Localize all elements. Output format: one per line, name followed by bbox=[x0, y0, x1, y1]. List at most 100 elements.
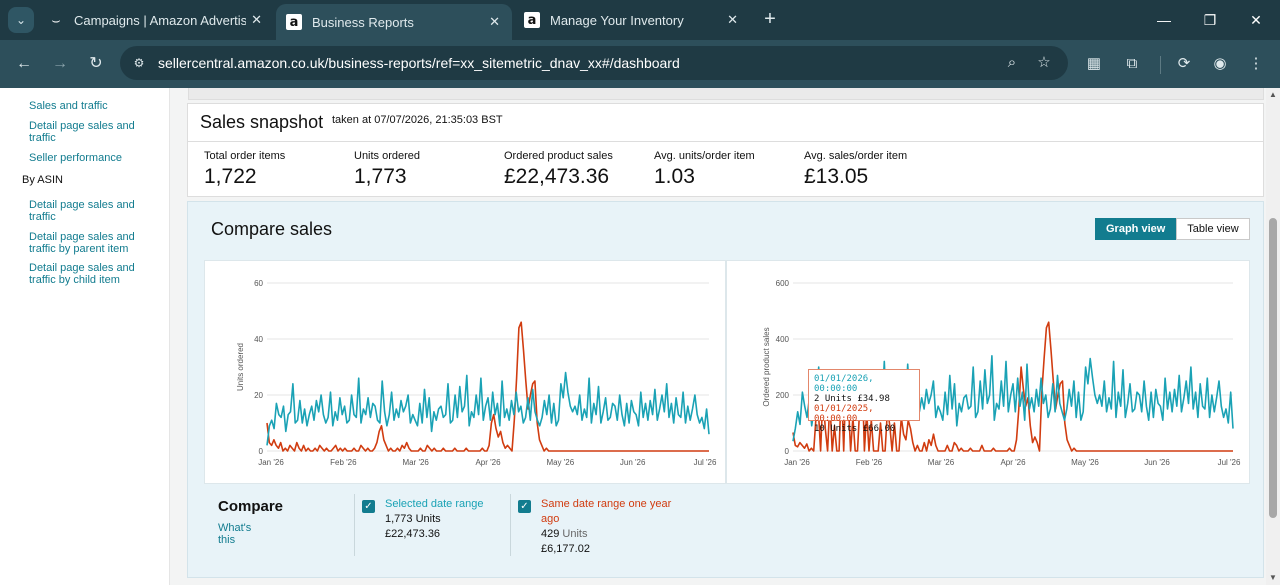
sidebar-link-asin-detail[interactable]: Detail page sales and traffic bbox=[29, 199, 135, 223]
previous-range-checkbox[interactable]: ✓ bbox=[518, 500, 531, 513]
compare-sales-card: Compare sales Graph view Table view 0 20 4… bbox=[187, 201, 1264, 578]
qr-code-icon[interactable]: ▦ bbox=[1086, 55, 1102, 72]
x-tick-label: May '26 bbox=[1071, 458, 1099, 467]
page-content: Sales and traffic Detail page sales and … bbox=[0, 88, 1280, 585]
bookmark-star-icon[interactable]: ☆ bbox=[1037, 54, 1051, 71]
snapshot-header: Sales snapshot taken at 07/07/2026, 21:3… bbox=[188, 104, 1263, 142]
browser-toolbar: ← → ↻ ⚙ sellercentral.amazon.co.uk/busin… bbox=[0, 40, 1280, 88]
back-icon[interactable]: ← bbox=[16, 55, 32, 72]
metric-value: 1,722 bbox=[204, 165, 257, 188]
legend-units-value: 429 bbox=[541, 528, 560, 540]
legend-units: 1,773 Units bbox=[385, 513, 441, 525]
x-tick-label: Jan '26 bbox=[258, 458, 284, 467]
sales-chart: 0 200 400 600 Ordered product sales Jan '26 Fe… bbox=[726, 260, 1250, 484]
metric-value: £22,473.36 bbox=[504, 165, 610, 188]
units-chart: 0 20 40 60 Units ordered Jan '26 Feb '26 Mar '2… bbox=[204, 260, 726, 484]
legend-units-word: Units bbox=[562, 528, 588, 540]
tooltip-line: 01/01/2026, 00:00:00 bbox=[814, 374, 874, 394]
metric-ordered-product-sales: Ordered product sales £22,473.36 bbox=[504, 150, 613, 189]
selected-range-checkbox[interactable]: ✓ bbox=[362, 500, 375, 513]
metric-label: Total order items bbox=[204, 150, 286, 162]
tab-manage-inventory[interactable]: a Manage Your Inventory ✕ bbox=[514, 0, 750, 40]
x-tick-label: Jul '26 bbox=[694, 458, 717, 467]
tab-search-button[interactable]: ⌄ bbox=[8, 7, 34, 33]
x-tick-label: Mar '26 bbox=[928, 458, 955, 467]
top-strip bbox=[188, 88, 1264, 100]
whats-this-link[interactable]: What's this bbox=[218, 522, 252, 546]
sidebar-link-asin-child[interactable]: Detail page sales and traffic by child i… bbox=[29, 262, 135, 286]
url-text[interactable]: sellercentral.amazon.co.uk/business-repo… bbox=[158, 55, 680, 71]
new-tab-button[interactable]: + bbox=[764, 8, 776, 30]
sales-snapshot-card: Sales snapshot taken at 07/07/2026, 21:3… bbox=[187, 103, 1264, 197]
units-chart-svg: 0 20 40 60 Units ordered Jan '26 Feb '26 Mar '2… bbox=[236, 279, 717, 467]
y-tick-label: 0 bbox=[259, 447, 264, 456]
y-axis-label: Units ordered bbox=[236, 343, 245, 391]
legend-name: Selected date range bbox=[385, 498, 484, 510]
site-info-icon[interactable]: ⚙ bbox=[133, 56, 145, 70]
metric-label: Avg. sales/order item bbox=[804, 150, 908, 162]
close-window-icon[interactable]: ✕ bbox=[1250, 12, 1262, 28]
x-tick-label: Feb '26 bbox=[856, 458, 883, 467]
tooltip-line: 2 Units £34.98 bbox=[814, 394, 890, 404]
tab-title: Campaigns | Amazon Advertisin bbox=[74, 12, 246, 28]
close-icon[interactable]: ✕ bbox=[489, 14, 500, 29]
toolbar-divider bbox=[1160, 56, 1161, 74]
y-tick-label: 20 bbox=[254, 391, 263, 400]
compare-label: Compare bbox=[218, 498, 284, 515]
sidebar-section-by-asin: By ASIN bbox=[22, 174, 63, 186]
legend-sales: £22,473.36 bbox=[385, 528, 441, 540]
browser-tabbar: ⌄ ⌣ Campaigns | Amazon Advertisin ✕ a Bu… bbox=[0, 0, 1280, 40]
legend-previous-range: ✓ Same date range one year ago 429 Units… bbox=[510, 494, 716, 556]
menu-kebab-icon[interactable]: ⋮ bbox=[1248, 55, 1264, 72]
performance-icon[interactable]: ⟳ bbox=[1177, 55, 1191, 72]
sidebar-link-sales-traffic[interactable]: Sales and traffic bbox=[29, 100, 108, 112]
minimize-icon[interactable]: — bbox=[1157, 12, 1171, 28]
view-toggle: Graph view Table view bbox=[1095, 218, 1250, 240]
y-tick-label: 40 bbox=[254, 335, 263, 344]
sales-chart-svg: 0 200 400 600 Ordered product sales Jan '26 Fe… bbox=[762, 279, 1241, 467]
table-view-button[interactable]: Table view bbox=[1176, 218, 1250, 240]
close-icon[interactable]: ✕ bbox=[727, 12, 738, 27]
x-tick-label: Apr '26 bbox=[475, 458, 501, 467]
scroll-down-icon[interactable]: ▼ bbox=[1269, 573, 1277, 582]
metric-value: 1,773 bbox=[354, 165, 407, 188]
sidebar-link-detail-page[interactable]: Detail page sales and traffic bbox=[29, 120, 135, 144]
scroll-thumb[interactable] bbox=[1269, 218, 1277, 518]
restore-icon[interactable]: ❐ bbox=[1203, 12, 1217, 28]
sidebar-link-seller-performance[interactable]: Seller performance bbox=[29, 152, 122, 164]
x-tick-label: Mar '26 bbox=[402, 458, 429, 467]
profile-icon[interactable]: ◉ bbox=[1213, 55, 1227, 72]
amazon-a-icon: a bbox=[286, 14, 302, 30]
metric-avg-units: Avg. units/order item 1.03 bbox=[654, 150, 755, 189]
metric-value: £13.05 bbox=[804, 165, 869, 188]
tab-business-reports[interactable]: a Business Reports ✕ bbox=[276, 4, 512, 40]
series-line bbox=[266, 371, 710, 446]
y-tick-label: 200 bbox=[776, 391, 790, 400]
tooltip-line: 01/01/2025, 00:00:00 bbox=[814, 404, 874, 424]
graph-view-button[interactable]: Graph view bbox=[1095, 218, 1177, 240]
zoom-icon[interactable]: ⌕ bbox=[1007, 54, 1017, 71]
y-tick-label: 60 bbox=[254, 279, 263, 288]
x-tick-label: Jun '26 bbox=[1144, 458, 1170, 467]
forward-icon[interactable]: → bbox=[52, 55, 68, 72]
legend-sales: £6,177.02 bbox=[541, 543, 590, 555]
y-tick-label: 400 bbox=[776, 335, 790, 344]
tooltip-line: 10 Units £66.00 bbox=[814, 424, 896, 434]
close-icon[interactable]: ✕ bbox=[251, 12, 262, 27]
metric-label: Ordered product sales bbox=[504, 150, 613, 162]
tab-campaigns[interactable]: ⌣ Campaigns | Amazon Advertisin ✕ bbox=[38, 0, 274, 40]
amazon-a-icon: a bbox=[524, 12, 540, 28]
metric-total-order-items: Total order items 1,722 bbox=[204, 150, 285, 189]
reload-icon[interactable]: ↻ bbox=[89, 55, 103, 72]
metric-value: 1.03 bbox=[654, 165, 695, 188]
address-bar[interactable]: ⚙ sellercentral.amazon.co.uk/business-re… bbox=[120, 46, 1068, 80]
y-axis-label: Ordered product sales bbox=[762, 327, 771, 406]
page-scrollbar[interactable]: ▲ ▼ bbox=[1266, 88, 1280, 585]
snapshot-title: Sales snapshot bbox=[200, 112, 324, 132]
sidebar-link-asin-parent[interactable]: Detail page sales and traffic by parent … bbox=[29, 231, 135, 255]
extensions-icon[interactable]: ⧉ bbox=[1126, 55, 1138, 72]
x-tick-label: Apr '26 bbox=[1000, 458, 1026, 467]
compare-title: Compare sales bbox=[211, 219, 333, 239]
scroll-up-icon[interactable]: ▲ bbox=[1269, 90, 1277, 99]
x-tick-label: Jan '26 bbox=[784, 458, 810, 467]
